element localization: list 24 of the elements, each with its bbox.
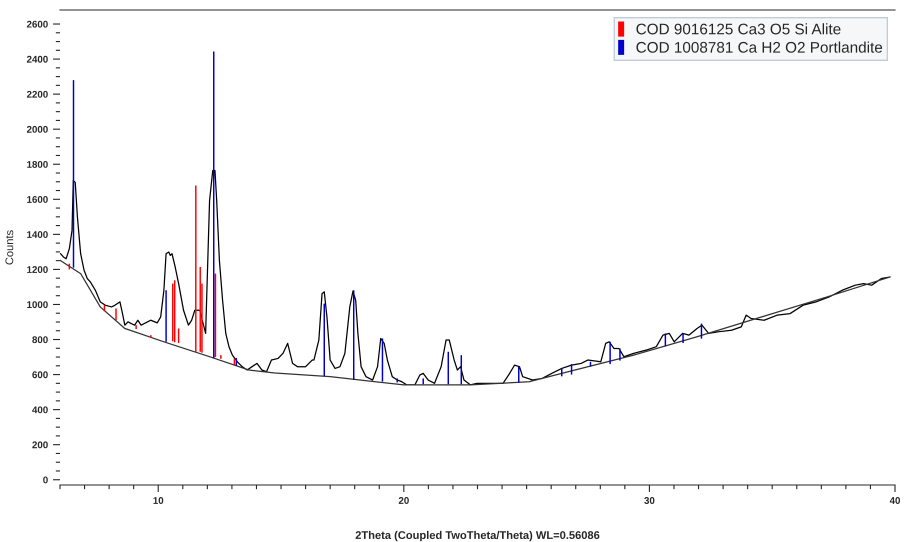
y-tick-label: 2400 <box>26 56 48 63</box>
legend-label: COD 9016125 Ca3 O5 Si Alite <box>636 23 841 34</box>
line-series <box>60 260 891 386</box>
y-tick-label: 2600 <box>26 20 48 28</box>
x-tick-label: 30 <box>644 497 654 504</box>
y-tick-label: 0 <box>43 476 48 484</box>
y-axis-title: Counts <box>5 230 14 265</box>
y-tick-label: 2200 <box>26 90 48 98</box>
x-tick-label: 20 <box>398 497 409 504</box>
x-axis-title: 2Theta (Coupled TwoTheta/Theta) WL=0.56086 <box>356 530 600 542</box>
y-tick-label: 1400 <box>27 231 48 238</box>
y-tick-label: 1200 <box>27 266 48 274</box>
y-tick-label: 1800 <box>27 160 48 168</box>
y-tick-label: 2000 <box>26 126 48 133</box>
y-tick-label: 400 <box>32 406 48 414</box>
legend-label: COD 1008781 Ca H2 O2 Portlandite <box>636 42 882 53</box>
x-tick-label: 40 <box>890 497 900 504</box>
y-tick-label: 1000 <box>27 301 48 308</box>
y-tick-label: 200 <box>32 441 48 448</box>
line-series <box>60 170 891 386</box>
x-tick-label: 10 <box>153 497 164 504</box>
y-tick-label: 800 <box>32 336 48 344</box>
y-tick-label: 600 <box>32 371 48 378</box>
y-tick-label: 1600 <box>27 196 48 203</box>
